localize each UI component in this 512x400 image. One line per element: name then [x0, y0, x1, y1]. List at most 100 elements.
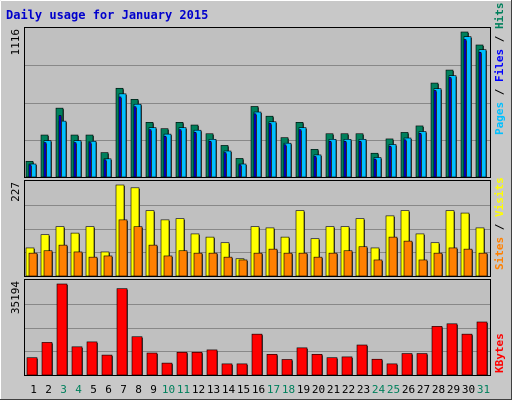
- kbytes-bar: [206, 349, 218, 376]
- files-bar: [178, 129, 182, 178]
- kbytes-bar: [416, 353, 428, 376]
- files-bar: [43, 142, 47, 178]
- kbytes-bar: [461, 333, 473, 376]
- x-tick-label: 24: [372, 383, 386, 396]
- files-bar: [58, 115, 62, 178]
- sites-bar: [58, 244, 68, 277]
- files-bar: [88, 142, 92, 178]
- kbytes-bar: [266, 354, 278, 376]
- x-tick-label: 12: [192, 383, 205, 396]
- sites-bar: [178, 250, 188, 277]
- sites-bar: [238, 259, 248, 277]
- x-tick-label: 18: [282, 383, 295, 396]
- kbytes-bar: [296, 347, 308, 376]
- kbytes-bar: [476, 321, 488, 376]
- kbytes-bar: [221, 363, 233, 376]
- bar-marks: [25, 31, 488, 376]
- files-bar: [118, 96, 122, 178]
- files-bar: [268, 123, 272, 178]
- sites-bar: [163, 255, 173, 277]
- sites-bar: [418, 259, 428, 277]
- files-bar: [148, 129, 152, 178]
- legend-visits: Visits: [493, 177, 506, 217]
- x-tick-label: 19: [297, 383, 310, 396]
- files-bar: [463, 39, 467, 178]
- kbytes-bar: [176, 351, 188, 376]
- kbytes-bar: [86, 341, 98, 376]
- files-bar: [238, 164, 242, 178]
- files-bar: [298, 129, 302, 178]
- x-tick-label: 9: [150, 383, 157, 396]
- kbytes-bar: [161, 362, 173, 376]
- kbytes-bar: [356, 344, 368, 376]
- files-bar: [103, 159, 107, 178]
- sites-bar: [328, 252, 338, 277]
- files-bar: [403, 139, 407, 178]
- sites-bar: [73, 251, 83, 277]
- kbytes-bar: [26, 357, 38, 376]
- sites-bar: [448, 247, 458, 277]
- sites-bar: [403, 240, 413, 277]
- files-bar: [28, 164, 32, 178]
- kbytes-bar: [191, 351, 203, 376]
- x-tick-label: 8: [135, 383, 142, 396]
- x-tick-label: 29: [447, 383, 460, 396]
- x-tick-label: 4: [75, 383, 82, 396]
- kbytes-bar: [131, 336, 143, 376]
- legend-pages: Pages: [493, 102, 506, 135]
- sites-bar: [88, 256, 98, 277]
- sites-bar: [433, 252, 443, 277]
- x-tick-label: 22: [342, 383, 355, 396]
- x-tick-label: 23: [357, 383, 370, 396]
- x-tick-label: 1: [30, 383, 37, 396]
- sites-bar: [28, 252, 38, 277]
- files-bar: [133, 106, 137, 178]
- x-tick-label: 28: [432, 383, 445, 396]
- x-tick-label: 31: [477, 383, 490, 396]
- x-tick-label: 30: [462, 383, 475, 396]
- hits-panel-legend: Pages / Files / Hits: [493, 3, 506, 136]
- x-tick-label: 26: [402, 383, 415, 396]
- visits-y-max-label: 227: [9, 182, 22, 202]
- legend-kbytes: KBytes: [493, 333, 506, 373]
- kbytes-bar: [71, 346, 83, 376]
- sites-bar: [253, 252, 263, 277]
- kbytes-bar: [116, 288, 128, 376]
- legend-sites: Sites: [493, 237, 506, 270]
- kbytes-bar: [431, 326, 443, 376]
- x-tick-label: 7: [120, 383, 127, 396]
- kbytes-bar: [281, 359, 293, 376]
- kbytes-bar: [311, 354, 323, 376]
- chart-title: Daily usage for January 2015: [6, 8, 208, 22]
- files-bar: [208, 140, 212, 178]
- x-tick-label: 11: [177, 383, 190, 396]
- legend-files: Files: [493, 49, 506, 82]
- legend-hits: Hits: [493, 3, 506, 30]
- kbytes-bar: [41, 342, 53, 376]
- sites-bar: [298, 252, 308, 277]
- sites-bar: [133, 226, 143, 277]
- files-bar: [388, 145, 392, 178]
- files-bar: [328, 140, 332, 178]
- x-axis-labels: 1 2 3 4 5 6 7 8 9 10 11 12 13 14 15 16 17 18 19 20 21 22 23 24 2…: [30, 383, 490, 396]
- sites-bar: [43, 250, 53, 277]
- files-bar: [283, 144, 287, 178]
- kbytes-bar: [251, 333, 263, 376]
- legend-separator: /: [493, 217, 506, 237]
- kbytes-y-max-label: 35194: [9, 281, 22, 314]
- files-bar: [433, 90, 437, 178]
- x-tick-label: 14: [222, 383, 236, 396]
- sites-bar: [103, 255, 113, 277]
- sites-bar: [148, 244, 158, 277]
- sites-bar: [313, 256, 323, 277]
- files-bar: [313, 156, 317, 178]
- sites-bar: [478, 252, 488, 277]
- sites-bar: [223, 256, 233, 277]
- kbytes-panel-legend: KBytes: [493, 333, 506, 373]
- files-bar: [163, 135, 167, 178]
- x-tick-label: 16: [252, 383, 265, 396]
- files-bar: [478, 51, 482, 178]
- sites-bar: [373, 259, 383, 277]
